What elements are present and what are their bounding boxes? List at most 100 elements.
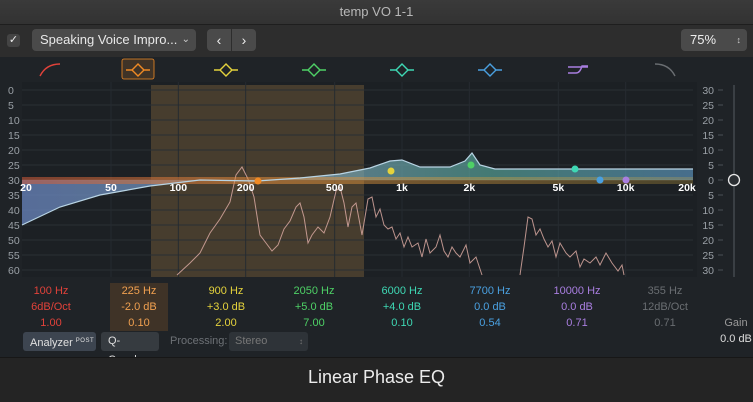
bell-icon[interactable] <box>121 58 155 80</box>
zoom-menu[interactable]: 75% ↕ <box>681 29 747 51</box>
db-tick-label: 40 <box>8 205 20 217</box>
band-gain[interactable]: +3.0 dB <box>206 301 246 313</box>
analyzer-button-label: Analyzer <box>30 337 73 349</box>
output-gain[interactable]: Gain 0.0 dB <box>719 283 753 347</box>
gain-tick-label: 30 <box>702 85 714 97</box>
frequency-label: 5k <box>552 182 564 194</box>
gain-tick-label: 25 <box>702 250 714 262</box>
band-freq[interactable]: 100 Hz <box>33 285 69 297</box>
high-cut-icon[interactable] <box>654 63 676 77</box>
frequency-label: 20k <box>678 182 696 194</box>
band-gain[interactable]: 6dB/Oct <box>31 301 71 313</box>
gain-tick-label: 30 <box>702 265 714 277</box>
bell-icon[interactable] <box>390 63 414 77</box>
db-tick-label: 50 <box>8 235 20 247</box>
db-tick-label: 15 <box>8 130 20 142</box>
preset-menu[interactable]: Speaking Voice Impro... ⌄ <box>32 29 196 51</box>
analyzer-trace <box>176 166 625 276</box>
right-db-scale: 30 25 20 15 10 5 0 5 10 15 20 25 30 <box>702 85 723 277</box>
q-couple-button[interactable]: Q-Couple <box>101 332 159 366</box>
band-q[interactable]: 0.71 <box>654 317 676 329</box>
gain-tick-label: 5 <box>708 160 714 172</box>
plugin-toolbar: ✓ Speaking Voice Impro... ⌄ ‹ › 75% ↕ <box>0 25 753 57</box>
next-preset-button[interactable]: › <box>232 29 256 51</box>
bypass-checkbox[interactable]: ✓ <box>7 34 20 47</box>
band-gain[interactable]: 12dB/Oct <box>642 301 688 313</box>
band-handle[interactable] <box>467 161 475 169</box>
band-gain[interactable]: -2.0 dB <box>121 301 157 313</box>
chevron-down-icon: ⌄ <box>181 34 190 45</box>
band-freq[interactable]: 10000 Hz <box>553 285 601 297</box>
db-tick-label: 55 <box>8 250 20 262</box>
gain-tick-label: 20 <box>702 115 714 127</box>
db-tick-label: 10 <box>8 115 20 127</box>
bell-icon[interactable] <box>302 63 326 77</box>
band-6-parameters[interactable]: 7700 Hz 0.0 dB 0.54 <box>461 283 519 331</box>
band-q[interactable]: 0.10 <box>391 317 413 329</box>
band-handle[interactable] <box>596 176 604 184</box>
gain-tick-label: 10 <box>702 205 714 217</box>
analyzer-button[interactable]: Analyzer POST <box>23 332 96 351</box>
band-4-parameters[interactable]: 2050 Hz +5.0 dB 7.00 <box>285 283 343 331</box>
band-handles <box>254 161 630 185</box>
band-q[interactable]: 0.10 <box>128 317 150 329</box>
band-gain[interactable]: 0.0 dB <box>561 301 593 313</box>
band-handle[interactable] <box>622 176 630 184</box>
gain-tick-label: 10 <box>702 145 714 157</box>
band-gain[interactable]: 0.0 dB <box>474 301 506 313</box>
band-q[interactable]: 7.00 <box>303 317 325 329</box>
processing-value: Stereo <box>235 335 268 347</box>
band-freq[interactable]: 2050 Hz <box>293 285 335 297</box>
db-tick-label: 20 <box>8 145 20 157</box>
band-q[interactable]: 2.00 <box>215 317 237 329</box>
zoom-value: 75% <box>690 32 717 47</box>
previous-preset-button[interactable]: ‹ <box>207 29 231 51</box>
db-tick-label: 30 <box>8 175 20 187</box>
frequency-label: 500 <box>326 182 344 194</box>
bell-icon[interactable] <box>478 63 502 77</box>
band-3-parameters[interactable]: 900 Hz +3.0 dB 2.00 <box>197 283 255 331</box>
band-q[interactable]: 1.00 <box>40 317 62 329</box>
band-1-parameters[interactable]: 100 Hz 6dB/Oct 1.00 <box>22 283 80 331</box>
band-freq[interactable]: 355 Hz <box>647 285 683 297</box>
band-icon-row <box>39 58 676 80</box>
gain-tick-label: 15 <box>702 130 714 142</box>
eq-graph[interactable]: 20 50 100 200 500 1k 2k 5k 10k 20k 05101520253035… <box>0 57 753 277</box>
band-handle[interactable] <box>387 167 395 175</box>
band-freq[interactable]: 6000 Hz <box>381 285 423 297</box>
band-8-parameters[interactable]: 355 Hz 12dB/Oct 0.71 <box>636 283 694 331</box>
eq-panel: 20 50 100 200 500 1k 2k 5k 10k 20k 0 5 10 15 20 25 30 35… <box>0 57 753 366</box>
output-gain-value: 0.0 dB <box>720 333 752 345</box>
band-freq[interactable]: 900 Hz <box>208 285 244 297</box>
band-2-parameters[interactable]: 225 Hz -2.0 dB 0.10 <box>110 283 168 331</box>
band-5-parameters[interactable]: 6000 Hz +4.0 dB 0.10 <box>373 283 431 331</box>
plugin-name: Linear Phase EQ <box>0 357 753 402</box>
db-tick-label: 5 <box>8 100 14 112</box>
band-freq[interactable]: 7700 Hz <box>469 285 511 297</box>
frequency-label: 10k <box>617 182 635 194</box>
preset-name: Speaking Voice Impro... <box>40 32 178 47</box>
band-handle[interactable] <box>571 165 579 173</box>
frequency-label: 20 <box>20 182 32 194</box>
analyzer-post-badge: POST <box>75 338 95 344</box>
band-gain[interactable]: +4.0 dB <box>382 301 422 313</box>
frequency-label: 50 <box>105 182 117 194</box>
frequency-scale: 20 50 100 200 500 1k 2k 5k 10k 20k <box>20 182 696 194</box>
band-7-parameters[interactable]: 10000 Hz 0.0 dB 0.71 <box>548 283 606 331</box>
db-tick-label: 45 <box>8 220 20 232</box>
gain-slider-handle[interactable] <box>727 173 741 187</box>
high-shelf-icon[interactable] <box>568 65 588 74</box>
bell-icon[interactable] <box>214 63 238 77</box>
band-q[interactable]: 0.54 <box>479 317 501 329</box>
zero-db-band <box>22 177 693 184</box>
band-gain[interactable]: +5.0 dB <box>294 301 334 313</box>
band-freq[interactable]: 225 Hz <box>121 285 157 297</box>
band-q[interactable]: 0.71 <box>566 317 588 329</box>
processing-select[interactable]: Stereo ↕ <box>229 332 308 351</box>
low-cut-icon[interactable] <box>39 63 61 77</box>
gain-tick-label: 20 <box>702 235 714 247</box>
gain-tick-label: 5 <box>708 190 714 202</box>
db-tick-label: 0 <box>8 85 14 97</box>
gain-tick-label: 25 <box>702 100 714 112</box>
band-handle[interactable] <box>254 177 262 185</box>
